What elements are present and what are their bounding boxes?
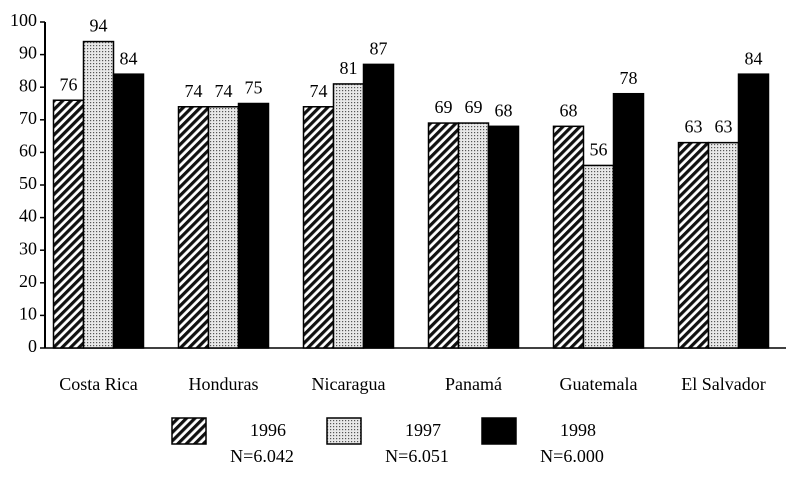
data-label: 81 bbox=[340, 58, 358, 78]
legend-swatch bbox=[171, 417, 207, 445]
legend-swatch bbox=[326, 417, 362, 445]
legend-label: 1998 bbox=[560, 420, 596, 440]
bar bbox=[427, 122, 460, 349]
x-tick-label: Honduras bbox=[189, 374, 259, 394]
data-label: 68 bbox=[560, 100, 578, 120]
y-tick-label: 0 bbox=[28, 336, 37, 356]
bar bbox=[112, 73, 145, 349]
data-label: 74 bbox=[310, 81, 328, 101]
y-tick-label: 60 bbox=[19, 141, 37, 161]
y-tick-label: 30 bbox=[19, 238, 37, 258]
bar bbox=[552, 125, 585, 349]
legend-note: N=6.000 bbox=[540, 446, 604, 466]
data-label: 84 bbox=[120, 48, 138, 68]
x-tick-label: Costa Rica bbox=[59, 374, 138, 394]
bar bbox=[52, 99, 85, 349]
data-label: 87 bbox=[370, 39, 388, 59]
legend-label: 1996 bbox=[250, 420, 286, 440]
x-tick-label: Nicaragua bbox=[312, 374, 386, 394]
y-tick-label: 100 bbox=[10, 10, 37, 30]
x-tick-label: El Salvador bbox=[681, 374, 765, 394]
bar bbox=[302, 106, 335, 349]
bar bbox=[487, 125, 520, 349]
data-label: 63 bbox=[685, 117, 703, 137]
y-tick-label: 50 bbox=[19, 173, 37, 193]
y-tick-label: 20 bbox=[19, 271, 37, 291]
data-label: 78 bbox=[620, 68, 638, 88]
y-tick-label: 90 bbox=[19, 43, 37, 63]
x-tick-label: Panamá bbox=[445, 374, 502, 394]
bar bbox=[177, 106, 210, 349]
data-label: 74 bbox=[215, 81, 233, 101]
data-label: 69 bbox=[435, 97, 453, 117]
bar bbox=[362, 63, 395, 349]
data-label: 84 bbox=[745, 48, 763, 68]
data-label: 74 bbox=[185, 81, 203, 101]
y-tick-label: 40 bbox=[19, 206, 37, 226]
legend-note: N=6.042 bbox=[230, 446, 294, 466]
bar bbox=[737, 73, 770, 349]
y-tick-label: 80 bbox=[19, 75, 37, 95]
bar bbox=[707, 141, 740, 349]
data-label: 76 bbox=[60, 74, 78, 94]
bar bbox=[332, 83, 365, 349]
bar bbox=[207, 106, 240, 349]
bar bbox=[82, 40, 115, 349]
x-tick-label: Guatemala bbox=[560, 374, 638, 394]
data-label: 94 bbox=[90, 16, 108, 36]
legend-swatch bbox=[481, 417, 517, 445]
y-tick-label: 10 bbox=[19, 304, 37, 324]
y-tick-label: 70 bbox=[19, 108, 37, 128]
data-label: 75 bbox=[245, 78, 263, 98]
legend-label: 1997 bbox=[405, 420, 441, 440]
legend-note: N=6.051 bbox=[385, 446, 449, 466]
data-label: 56 bbox=[590, 140, 608, 160]
data-label: 69 bbox=[465, 97, 483, 117]
bar bbox=[237, 102, 270, 349]
bar bbox=[612, 92, 645, 349]
bar bbox=[677, 141, 710, 349]
bar bbox=[457, 122, 490, 349]
bar bbox=[582, 164, 615, 349]
data-label: 68 bbox=[495, 100, 513, 120]
data-label: 63 bbox=[715, 117, 733, 137]
